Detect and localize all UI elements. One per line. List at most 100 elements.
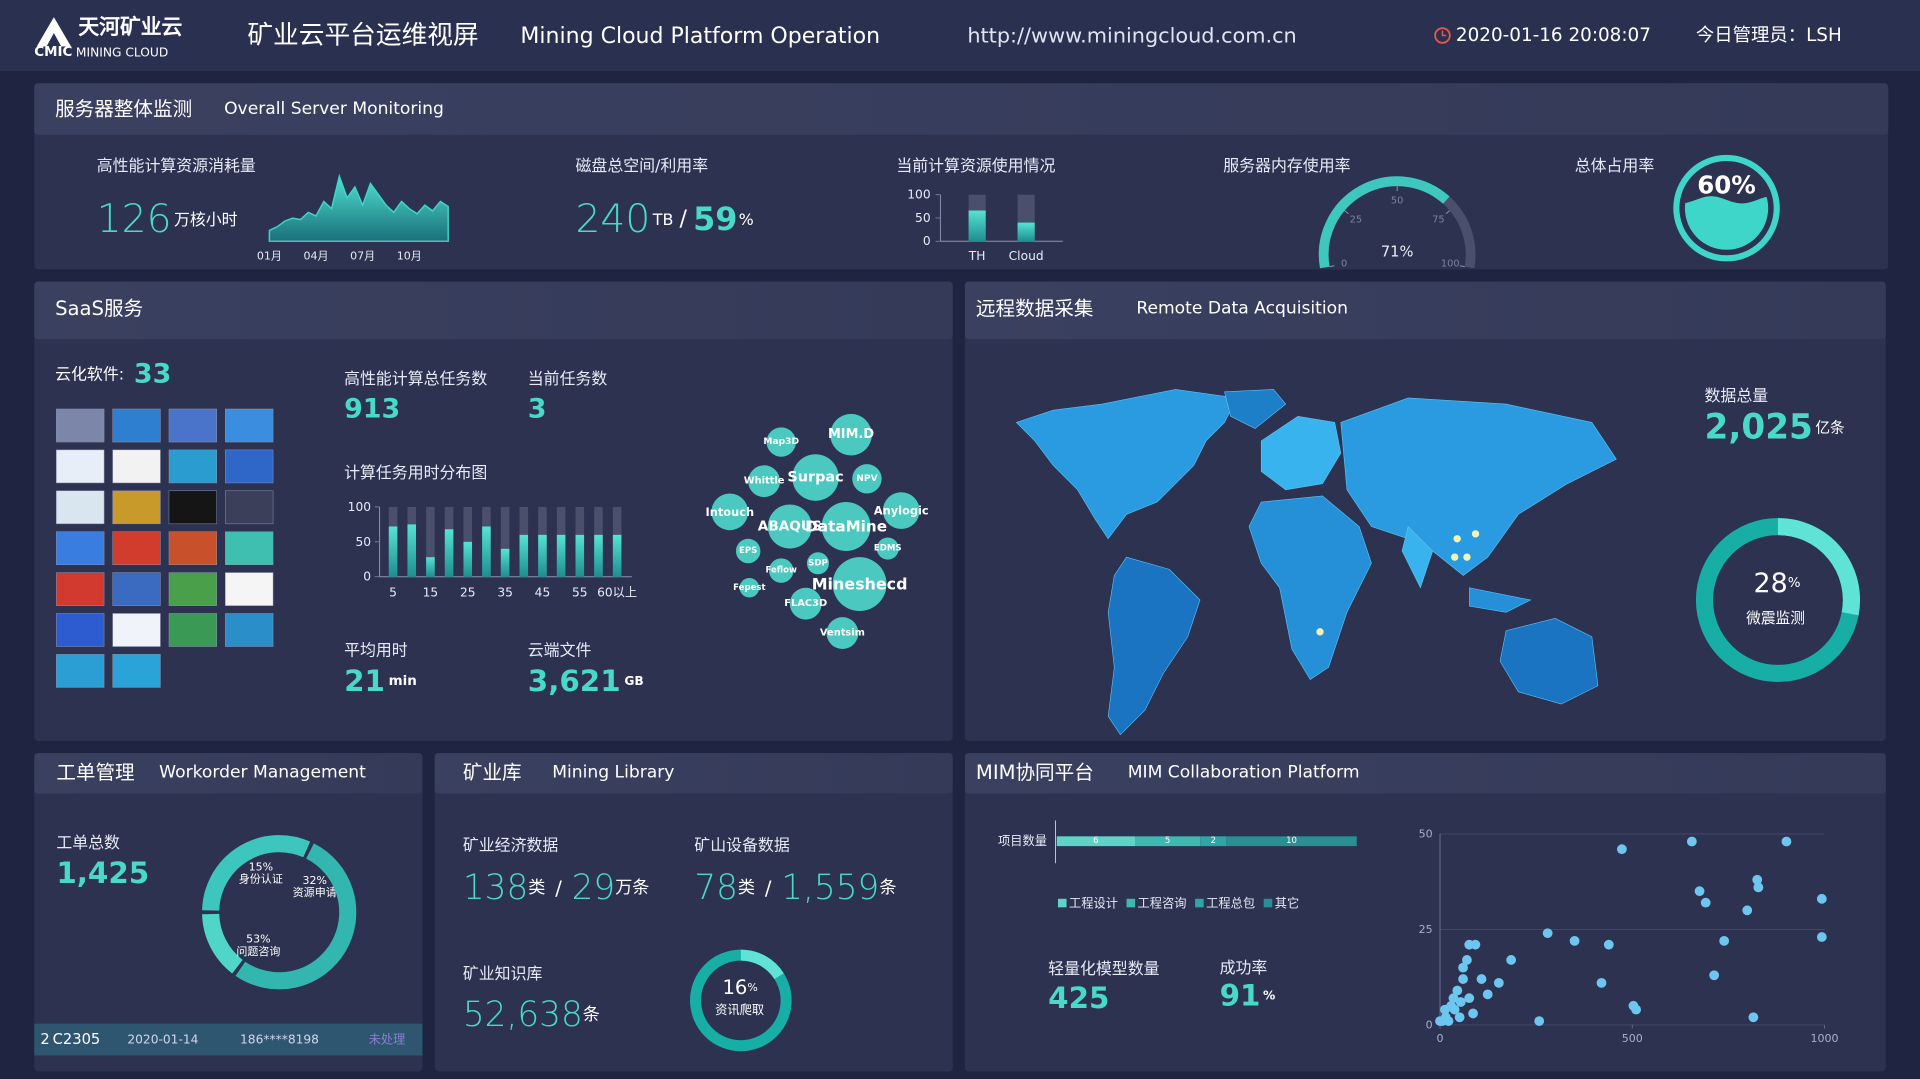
liquid-label: 60% — [1697, 170, 1756, 199]
panel-header — [34, 83, 1889, 135]
label: 服务器整体监测 — [55, 97, 192, 120]
scatter-point — [1709, 970, 1720, 981]
scatter-point — [1462, 955, 1472, 965]
bar — [482, 526, 491, 577]
gauge-value — [1318, 176, 1450, 269]
x-tick-label: 15 — [423, 586, 439, 600]
kpi: 138类 / 29万条 — [463, 868, 650, 908]
x-tick-label: 07月 — [350, 249, 375, 262]
bubble-label: Whittle — [744, 476, 785, 487]
scatter-point — [1719, 935, 1730, 946]
software-icon — [168, 408, 217, 443]
panel-header — [34, 753, 423, 794]
bar — [407, 524, 417, 577]
label: 微震监测 — [1746, 610, 1805, 627]
label: 工单总数 — [56, 833, 120, 852]
scatter-point — [1752, 874, 1763, 885]
bubble-label: Feflow — [766, 566, 798, 576]
x-tick-label: 55 — [572, 586, 588, 600]
gauge-tick-label: 50 — [1391, 195, 1403, 206]
scatter-point — [1534, 1016, 1545, 1026]
scatter-point — [1493, 977, 1504, 988]
label: 成功率 — [1220, 958, 1268, 977]
donut-segment — [202, 835, 311, 911]
kpi-part: 59 — [693, 200, 737, 238]
donut-segment — [202, 913, 243, 974]
label: 天河矿业云 — [78, 15, 182, 39]
kpi-part: 52,638 — [463, 995, 583, 1035]
row-cell: 186****8198 — [240, 1033, 319, 1047]
bar-segment — [1200, 836, 1227, 847]
bar-track — [500, 506, 510, 577]
kpi-part: 万核小时 — [174, 210, 238, 229]
segment-value: 53% — [246, 933, 270, 946]
label: 矿业知识库 — [463, 964, 543, 983]
panel-header — [434, 753, 953, 794]
area — [268, 173, 449, 242]
segment-name: 身份认证 — [239, 872, 283, 886]
kpi-part: 万条 — [615, 878, 649, 898]
workorder-row — [34, 1023, 423, 1056]
software-icon — [112, 613, 161, 647]
x-tick-label: 25 — [460, 586, 476, 600]
software-icon — [56, 654, 105, 688]
donut-label: 28% — [1753, 567, 1800, 598]
bubble-label: DataMine — [805, 518, 887, 536]
scatter-point — [1753, 882, 1764, 893]
bubble-label: Anylogic — [874, 504, 929, 518]
bar — [388, 526, 398, 577]
kpi-part: % — [747, 980, 757, 993]
software-icon — [225, 572, 274, 606]
panel-header — [964, 753, 1886, 794]
bubble — [768, 558, 794, 583]
donut-label: 16% — [722, 975, 757, 998]
tick-mark — [1445, 210, 1450, 215]
kpi-part: 240 — [576, 197, 651, 242]
label: Mining Cloud Platform Operation — [520, 24, 880, 49]
label: 1,425 — [56, 856, 149, 890]
bar — [594, 534, 603, 577]
software-icon — [56, 613, 105, 647]
label: http://www.miningcloud.com.cn — [967, 24, 1296, 48]
tick-mark — [1344, 210, 1349, 215]
bubble — [830, 413, 872, 456]
label: Remote Data Acquisition — [1136, 299, 1348, 319]
label: 远程数据采集 — [976, 297, 1093, 320]
bar — [463, 541, 473, 577]
scatter-point — [1458, 962, 1468, 973]
bubble-label: Intouch — [706, 505, 755, 519]
bar — [612, 534, 622, 577]
map-marker — [1316, 628, 1324, 636]
kpi: 91% — [1220, 979, 1276, 1013]
legend-label: 其它 — [1275, 896, 1299, 911]
gauge-tick-label: 0 — [1341, 259, 1347, 270]
scatter-point — [1455, 997, 1466, 1007]
bar — [556, 534, 566, 577]
scatter-point — [1631, 1004, 1642, 1015]
logo-icon — [36, 17, 72, 47]
bubble-label: Map3D — [763, 437, 799, 447]
header-bar — [0, 0, 1920, 72]
bubble — [821, 502, 871, 552]
map-region — [1260, 416, 1342, 491]
kpi-part: 云化软件: — [55, 364, 124, 383]
kpi-part: 3,621 — [528, 664, 621, 698]
legend-swatch — [1195, 898, 1204, 908]
label: 资讯爬取 — [715, 1003, 764, 1017]
category-label: 项目数量 — [998, 833, 1047, 848]
y-tick-label: 50 — [915, 211, 931, 225]
bubble — [767, 504, 812, 549]
panel-header — [34, 281, 953, 340]
segment-label: 2 — [1211, 836, 1216, 846]
map-region — [1015, 389, 1238, 540]
kpi: 52,638条 — [463, 995, 600, 1035]
panel — [34, 753, 423, 1072]
label: 913 — [344, 393, 400, 424]
kpi: 126 万核小时 — [97, 197, 238, 242]
software-icon — [225, 449, 274, 484]
kpi-part: 126 — [97, 197, 172, 242]
label: 工单管理 — [56, 761, 134, 784]
label: Mining Library — [552, 763, 674, 783]
map-region — [1107, 556, 1201, 736]
bubble-label: Surpac — [787, 470, 843, 486]
